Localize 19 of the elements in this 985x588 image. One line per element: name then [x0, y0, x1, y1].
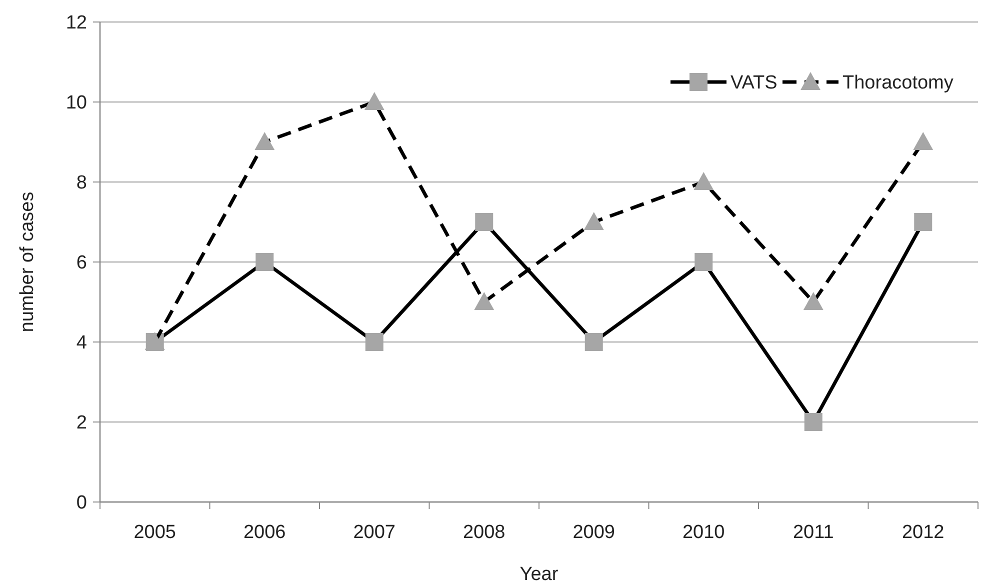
legend-label: VATS	[730, 72, 778, 94]
y-axis-title: number of cases	[17, 192, 38, 332]
x-tick-label: 2011	[792, 522, 834, 543]
x-tick-label: 2005	[134, 522, 176, 543]
y-tick-label: 10	[66, 92, 87, 114]
y-tick-label: 8	[76, 172, 87, 194]
x-tick-label: 2008	[462, 522, 506, 543]
legend-label: Thoracotomy	[842, 72, 954, 94]
x-tick-label: 2012	[902, 522, 944, 543]
y-tick-label: 2	[76, 412, 87, 434]
x-tick-label: 2009	[572, 522, 616, 543]
y-tick-label: 6	[76, 252, 87, 274]
x-tick-label: 2006	[243, 522, 286, 543]
x-axis-title: Year	[520, 564, 559, 585]
y-tick-label: 4	[76, 332, 88, 354]
x-tick-label: 2007	[353, 522, 396, 543]
y-tick-label: 12	[66, 12, 87, 34]
x-tick-label: 2010	[682, 522, 725, 543]
y-tick-label: 0	[76, 492, 87, 514]
